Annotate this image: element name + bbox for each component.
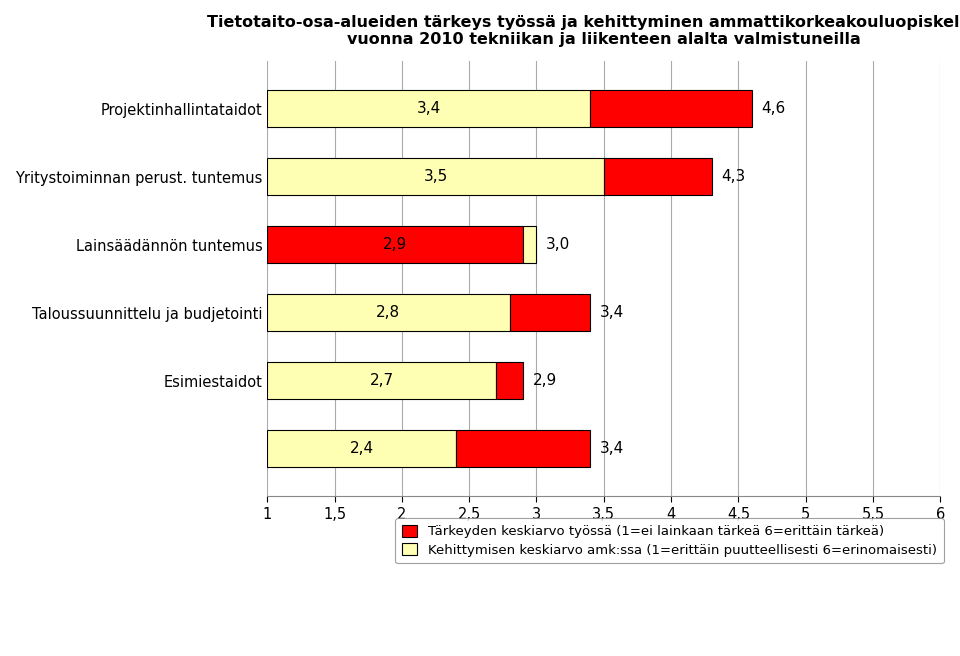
Bar bbox=[510, 294, 590, 331]
Text: 3,0: 3,0 bbox=[546, 237, 570, 252]
Text: 3,4: 3,4 bbox=[600, 305, 624, 320]
Bar bbox=[456, 430, 590, 467]
Text: 2,8: 2,8 bbox=[376, 305, 400, 320]
Bar bbox=[267, 226, 523, 263]
Bar bbox=[604, 158, 711, 195]
Text: 4,3: 4,3 bbox=[721, 169, 745, 184]
Text: 2,4: 2,4 bbox=[349, 441, 373, 456]
Text: 3,4: 3,4 bbox=[417, 101, 441, 116]
Title: Tietotaito-osa-alueiden tärkeys työssä ja kehittyminen ammattikorkeakouluopiskel: Tietotaito-osa-alueiden tärkeys työssä j… bbox=[207, 15, 960, 47]
Bar bbox=[590, 90, 752, 127]
Bar bbox=[267, 294, 510, 331]
Bar bbox=[496, 362, 523, 400]
Text: 3,4: 3,4 bbox=[600, 441, 624, 456]
Legend: Tärkeyden keskiarvo työssä (1=ei lainkaan tärkeä 6=erittäin tärkeä), Kehittymise: Tärkeyden keskiarvo työssä (1=ei lainkaa… bbox=[395, 518, 944, 564]
Text: 2,9: 2,9 bbox=[533, 373, 557, 388]
Text: 2,7: 2,7 bbox=[370, 373, 394, 388]
Text: 2,9: 2,9 bbox=[383, 237, 407, 252]
Text: 3,5: 3,5 bbox=[423, 169, 447, 184]
Bar bbox=[267, 430, 456, 467]
Bar bbox=[267, 158, 604, 195]
Bar bbox=[267, 362, 496, 400]
Bar bbox=[523, 226, 537, 263]
Text: 4,6: 4,6 bbox=[761, 101, 785, 116]
Bar bbox=[267, 90, 590, 127]
